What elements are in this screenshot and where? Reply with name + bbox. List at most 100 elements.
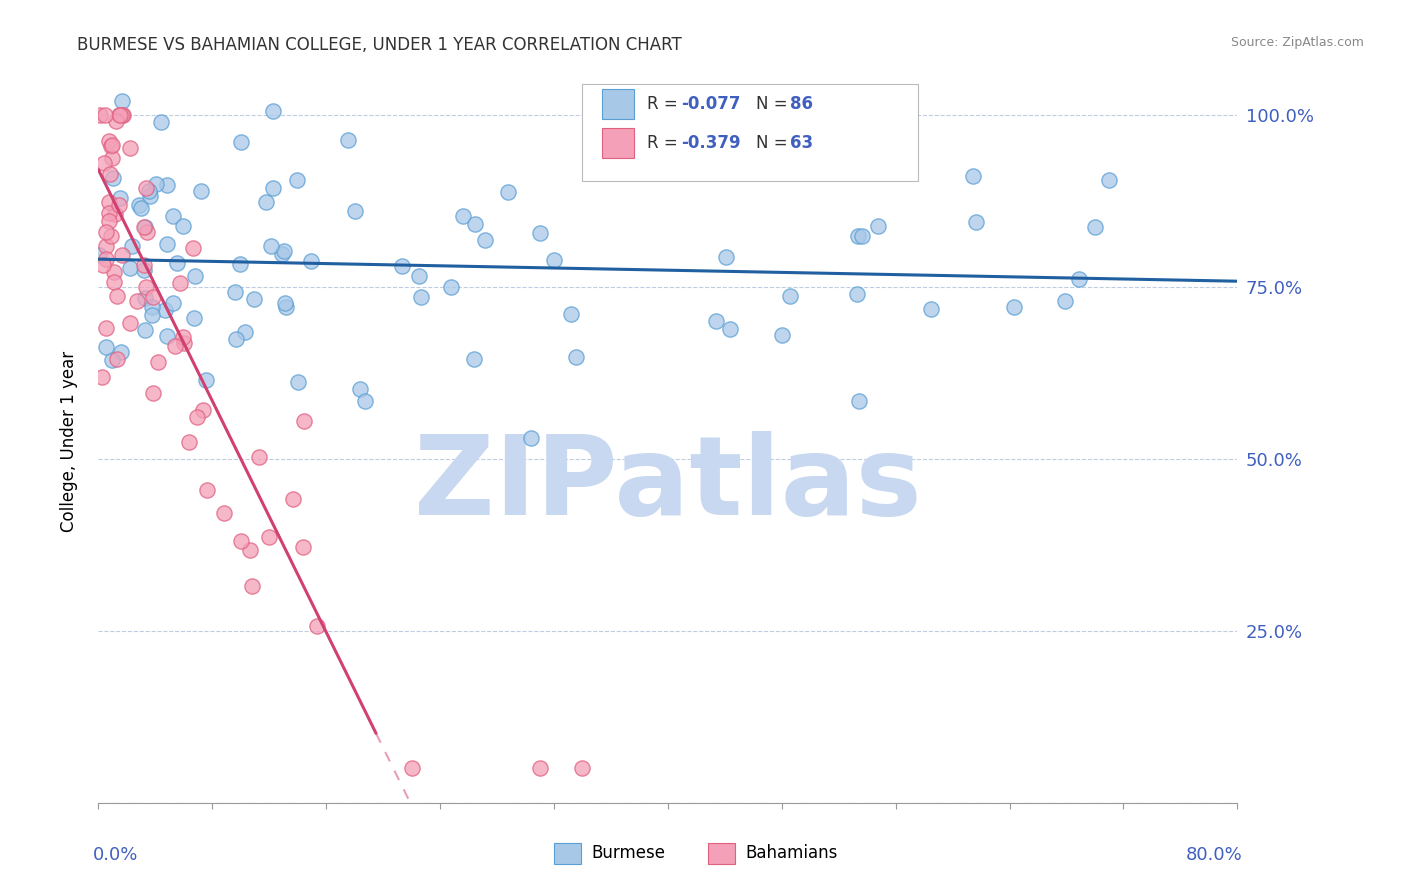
Point [229, 135, 252, 149]
Point [349, 382, 371, 396]
Point [520, 431, 543, 445]
Point [135, 279, 157, 293]
Point [191, 402, 214, 417]
Point [100, 139, 122, 153]
Point [195, 483, 218, 497]
Point [343, 204, 366, 219]
Point [162, 296, 184, 310]
Point [91, 259, 114, 273]
Point [846, 287, 869, 301]
Point [135, 181, 157, 195]
Point [118, 261, 141, 276]
Point [89, 108, 111, 122]
Point [292, 414, 315, 428]
Point [305, 619, 328, 633]
Point [183, 310, 205, 325]
Point [134, 220, 156, 235]
Point [141, 308, 163, 322]
Point [156, 178, 179, 192]
Point [851, 228, 873, 243]
FancyBboxPatch shape [602, 128, 634, 158]
Point [111, 108, 134, 122]
Point [141, 301, 163, 315]
Point [228, 257, 250, 271]
Point [169, 276, 191, 290]
Point [464, 218, 486, 232]
Point [571, 761, 593, 775]
Point [103, 275, 125, 289]
FancyBboxPatch shape [602, 89, 634, 120]
Point [93, 108, 115, 122]
Point [100, 228, 122, 243]
Point [98, 167, 121, 181]
Text: 80.0%: 80.0% [1187, 847, 1243, 864]
Point [714, 250, 737, 264]
FancyBboxPatch shape [707, 843, 735, 864]
Point [1002, 300, 1025, 314]
Text: -0.379: -0.379 [682, 134, 741, 152]
Point [474, 233, 496, 247]
Point [274, 301, 297, 315]
Point [93, 156, 115, 170]
Point [231, 533, 253, 548]
Point [391, 260, 413, 274]
Point [98, 213, 121, 227]
Y-axis label: College, Under 1 year: College, Under 1 year [59, 351, 77, 533]
FancyBboxPatch shape [582, 84, 918, 181]
Point [401, 761, 423, 775]
Point [411, 290, 433, 304]
Point [105, 289, 128, 303]
Point [770, 327, 793, 342]
Point [94, 225, 117, 239]
Point [146, 355, 169, 369]
Point [336, 133, 359, 147]
Point [212, 507, 235, 521]
Point [118, 316, 141, 330]
Point [172, 219, 194, 234]
Point [139, 189, 162, 203]
FancyBboxPatch shape [554, 843, 581, 864]
Point [98, 205, 121, 219]
Point [565, 350, 588, 364]
Point [111, 248, 134, 262]
Point [110, 94, 132, 108]
Point [111, 108, 134, 122]
Point [108, 197, 131, 211]
Point [846, 229, 869, 244]
Point [240, 579, 263, 593]
Point [142, 386, 165, 401]
Point [233, 326, 256, 340]
Point [1098, 173, 1121, 187]
Point [287, 375, 309, 389]
Point [225, 332, 247, 346]
Point [149, 115, 172, 129]
Point [529, 226, 551, 240]
Point [184, 268, 207, 283]
Point [132, 219, 155, 234]
Point [134, 291, 156, 305]
Point [190, 184, 212, 198]
Point [262, 181, 284, 195]
Point [920, 301, 942, 316]
Text: 63: 63 [790, 134, 813, 152]
Text: R =: R = [647, 95, 683, 113]
Point [257, 531, 280, 545]
Point [529, 761, 551, 775]
Text: Source: ZipAtlas.com: Source: ZipAtlas.com [1230, 36, 1364, 49]
Point [121, 238, 143, 252]
Point [779, 288, 801, 302]
Point [1067, 272, 1090, 286]
Point [100, 137, 122, 152]
Point [1084, 219, 1107, 234]
Point [866, 219, 889, 234]
Point [105, 114, 128, 128]
Point [98, 134, 121, 148]
Point [183, 241, 205, 255]
Point [134, 263, 156, 277]
Point [108, 108, 131, 122]
Point [132, 258, 155, 272]
Point [440, 280, 463, 294]
Point [110, 344, 132, 359]
Text: N =: N = [755, 134, 793, 152]
Point [848, 393, 870, 408]
